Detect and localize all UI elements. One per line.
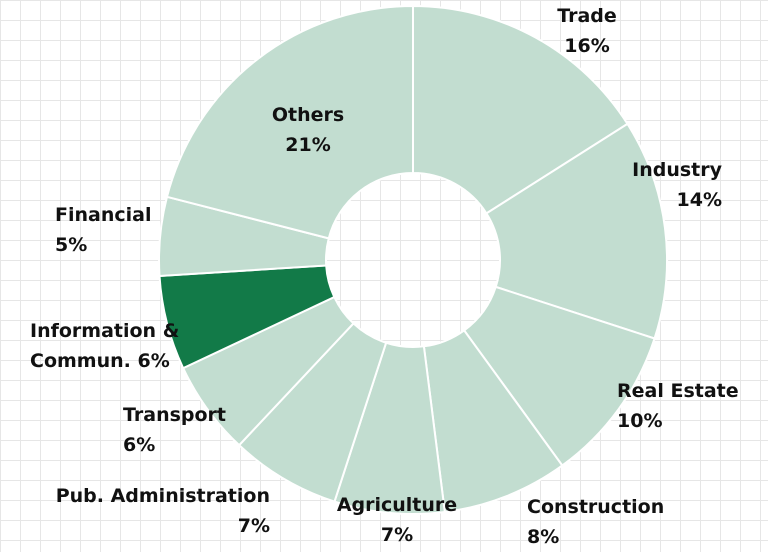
- category-label: Trade: [557, 5, 617, 27]
- value-label: 6%: [137, 350, 170, 372]
- slice-label: Others 21%: [248, 100, 368, 160]
- category-label: Information & Commun.: [30, 320, 180, 372]
- value-label: 10%: [617, 410, 663, 432]
- slice-label: Trade 16%: [537, 1, 637, 61]
- donut-slice: [485, 122, 668, 340]
- category-label: Transport: [123, 404, 227, 426]
- value-label: 6%: [123, 434, 156, 456]
- category-label: Industry: [632, 159, 722, 181]
- value-label: 7%: [380, 524, 414, 546]
- category-label: Construction: [527, 496, 665, 518]
- slice-label: Information & Commun. 6%: [30, 316, 200, 376]
- slice-label: Financial 5%: [55, 200, 175, 260]
- slice-label: Real Estate 10%: [617, 376, 757, 436]
- donut-slice: [412, 4, 629, 215]
- category-label: Pub. Administration: [55, 485, 270, 507]
- donut-slice: [462, 285, 656, 467]
- slice-label: Transport 6%: [123, 400, 243, 460]
- slice-label: Agriculture 7%: [320, 490, 474, 550]
- category-label: Real Estate: [617, 380, 739, 402]
- value-label: 21%: [285, 134, 331, 156]
- donut-slice: [165, 4, 414, 240]
- value-label: 5%: [55, 234, 88, 256]
- category-label: Agriculture: [336, 494, 458, 516]
- value-label: 8%: [527, 526, 560, 548]
- category-label: Others: [271, 104, 345, 126]
- slice-label: Construction 8%: [527, 492, 687, 552]
- slice-label: Pub. Administration 7%: [30, 481, 270, 541]
- value-label: 14%: [676, 189, 722, 211]
- value-label: 16%: [564, 35, 610, 57]
- value-label: 7%: [237, 515, 270, 537]
- category-label: Financial: [55, 204, 152, 226]
- slice-label: Industry 14%: [600, 155, 722, 215]
